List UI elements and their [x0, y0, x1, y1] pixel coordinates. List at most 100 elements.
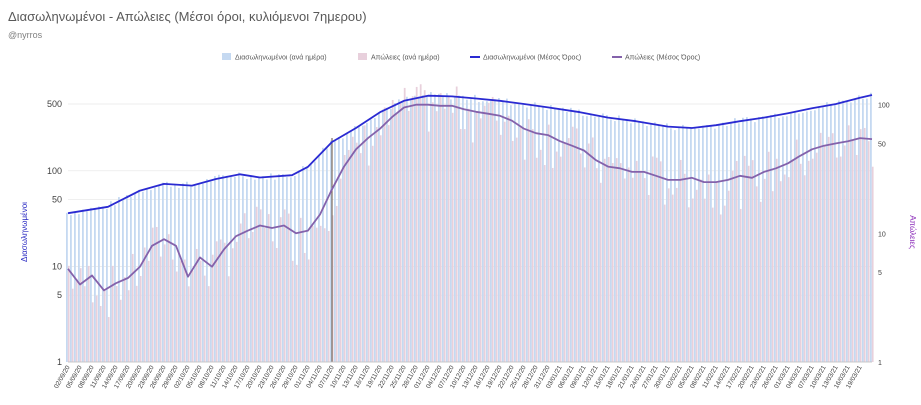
- deaths-daily-bar: [375, 127, 378, 362]
- deaths-daily-bar: [855, 155, 858, 362]
- intubated-daily-bar: [174, 184, 176, 362]
- deaths-daily-bar: [695, 189, 698, 362]
- intubated-daily-bar: [858, 95, 860, 363]
- intubated-daily-bar: [254, 179, 256, 362]
- deaths-daily-bar: [347, 149, 350, 362]
- deaths-daily-bar: [471, 142, 474, 362]
- intubated-daily-bar: [838, 100, 840, 362]
- intubated-daily-bar: [762, 116, 764, 363]
- deaths-daily-bar: [267, 214, 270, 362]
- deaths-daily-bar: [651, 156, 654, 362]
- y-tick-label: 500: [47, 99, 62, 109]
- intubated-daily-bar: [86, 211, 88, 362]
- deaths-daily-bar: [143, 247, 146, 362]
- deaths-daily-bar: [683, 173, 686, 362]
- deaths-daily-bar: [811, 158, 814, 362]
- deaths-daily-bar: [611, 163, 614, 362]
- deaths-daily-bar: [271, 241, 274, 362]
- deaths-daily-bar: [87, 265, 90, 362]
- deaths-daily-bar: [159, 256, 162, 362]
- deaths-daily-bar: [307, 259, 310, 362]
- intubated-daily-bar: [194, 184, 196, 362]
- deaths-daily-bar: [635, 160, 638, 362]
- deaths-daily-bar: [851, 140, 854, 362]
- deaths-daily-bar: [135, 285, 138, 362]
- deaths-daily-bar: [171, 259, 174, 362]
- deaths-daily-bar: [863, 127, 866, 362]
- intubated-daily-bar: [106, 208, 108, 362]
- intubated-daily-bar: [234, 176, 236, 362]
- intubated-daily-bar: [818, 107, 820, 362]
- deaths-daily-bar: [583, 167, 586, 362]
- deaths-daily-bar: [287, 213, 290, 362]
- deaths-daily-bar: [443, 108, 446, 362]
- legend-swatch: [222, 53, 231, 60]
- intubated-daily-bar: [150, 190, 152, 362]
- intubated-daily-bar: [374, 118, 376, 363]
- deaths-daily-bar: [655, 157, 658, 362]
- intubated-daily-bar: [454, 96, 456, 362]
- deaths-daily-bar: [319, 225, 322, 362]
- intubated-daily-bar: [870, 92, 872, 362]
- deaths-daily-bar: [631, 177, 634, 362]
- y2-tick-label: 10: [878, 231, 886, 238]
- deaths-daily-bar: [771, 191, 774, 362]
- deaths-daily-bar: [303, 252, 306, 362]
- deaths-daily-bar: [627, 167, 630, 362]
- intubated-daily-bar: [746, 117, 748, 362]
- deaths-daily-bar: [619, 163, 622, 362]
- deaths-daily-bar: [847, 125, 850, 363]
- intubated-daily-bar: [482, 101, 484, 362]
- deaths-daily-bar: [563, 143, 566, 362]
- deaths-daily-bar: [859, 129, 862, 362]
- deaths-daily-bar: [223, 242, 226, 362]
- deaths-daily-bar: [315, 227, 318, 362]
- deaths-daily-bar: [447, 95, 450, 363]
- deaths-daily-bar: [227, 276, 230, 362]
- deaths-daily-bar: [739, 208, 742, 362]
- intubated-daily-bar: [854, 99, 856, 362]
- intubated-daily-bar: [806, 111, 808, 362]
- deaths-daily-bar: [399, 102, 402, 363]
- deaths-daily-bar: [259, 209, 262, 362]
- deaths-daily-bar: [179, 260, 182, 362]
- deaths-daily-bar: [219, 239, 222, 362]
- legend-entry: Διασωληνωμένοι (Μέσος Όρος): [483, 54, 581, 62]
- intubated-daily-bar: [382, 109, 384, 362]
- intubated-daily-bar: [338, 137, 340, 362]
- legend-swatch: [358, 53, 367, 60]
- intubated-daily-bar: [154, 187, 156, 362]
- deaths-daily-bar: [263, 227, 266, 362]
- intubated-daily-bar: [118, 197, 120, 362]
- deaths-daily-bar: [139, 275, 142, 362]
- deaths-daily-bar: [459, 128, 462, 362]
- deaths-daily-bar: [755, 186, 758, 362]
- deaths-daily-bar: [331, 215, 334, 362]
- deaths-daily-bar: [147, 260, 150, 362]
- deaths-daily-bar: [495, 120, 498, 362]
- intubated-daily-bar: [790, 112, 792, 362]
- intubated-daily-bar: [218, 174, 220, 362]
- deaths-daily-bar: [647, 194, 650, 362]
- deaths-daily-bar: [275, 247, 278, 362]
- intubated-daily-bar: [578, 109, 580, 362]
- deaths-daily-bar: [555, 151, 558, 362]
- intubated-daily-bar: [766, 117, 768, 362]
- intubated-daily-bar: [450, 99, 452, 362]
- deaths-daily-bar: [423, 90, 426, 363]
- deaths-daily-bar: [363, 125, 366, 363]
- intubated-daily-bar: [462, 95, 464, 363]
- deaths-daily-bar: [367, 165, 370, 362]
- deaths-daily-bar: [343, 155, 346, 362]
- deaths-daily-bar: [711, 207, 714, 362]
- deaths-daily-bar: [867, 141, 870, 362]
- deaths-daily-bar: [483, 105, 486, 363]
- intubated-daily-bar: [298, 170, 300, 362]
- deaths-daily-bar: [131, 253, 134, 362]
- deaths-daily-bar: [643, 178, 646, 362]
- intubated-daily-bar: [370, 119, 372, 362]
- intubated-daily-bar: [94, 208, 96, 362]
- intubated-daily-bar: [506, 98, 508, 362]
- intubated-daily-bar: [130, 196, 132, 362]
- deaths-daily-bar: [127, 290, 130, 362]
